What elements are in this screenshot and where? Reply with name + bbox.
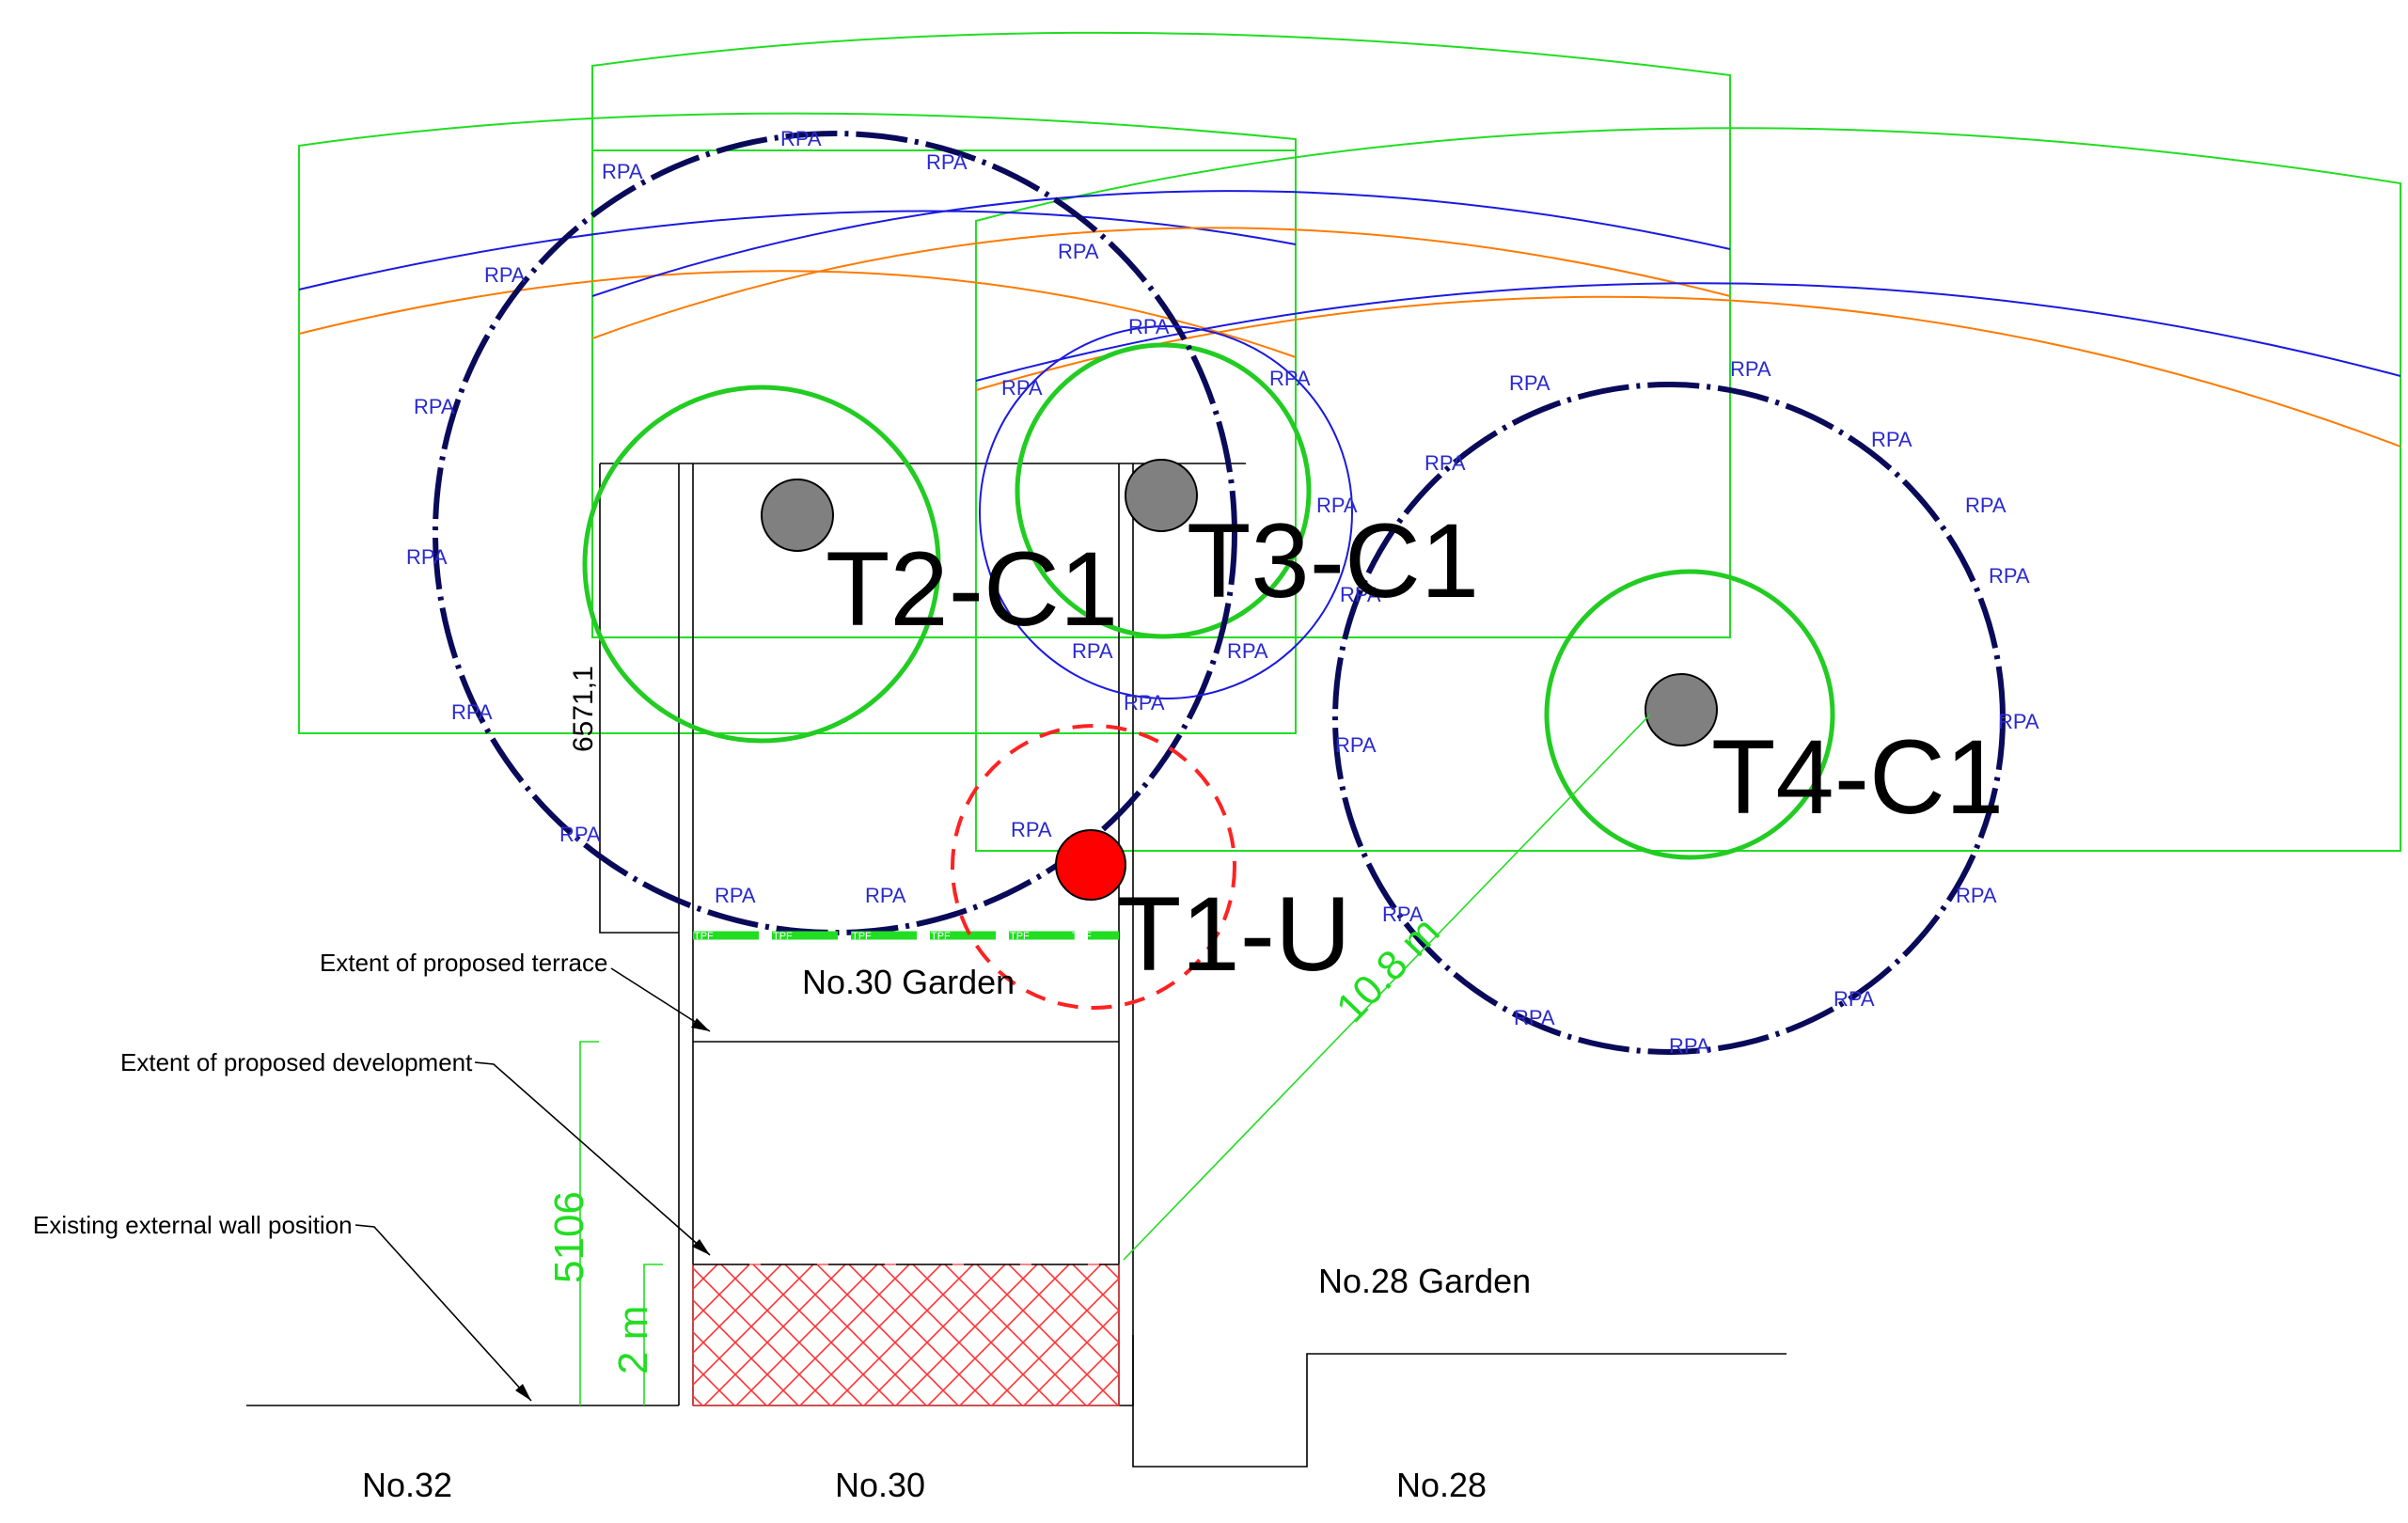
rpa-label: RPA [1424, 451, 1466, 475]
crown-t1 [951, 724, 1236, 1010]
dimension-6571: 6571,1 [568, 666, 599, 752]
rpa-label: RPA [451, 700, 493, 724]
tree-t4-trunk [1645, 673, 1718, 746]
rpa-label: RPA [1834, 987, 1875, 1011]
tree-label-t1: T1-U [1117, 875, 1351, 993]
shade-arc-blue-t3 [591, 190, 1731, 297]
rpa-label: RPA [1965, 494, 2007, 517]
rpa-label: RPA [715, 884, 756, 907]
rpa-label: RPA [1669, 1034, 1710, 1058]
boundary-lines [246, 463, 1786, 1468]
property-label-no28: No.28 [1396, 1466, 1487, 1504]
rpa-label: RPA [1269, 367, 1311, 390]
proposed-development-area [692, 1264, 1120, 1406]
crown-spreads [582, 342, 1835, 860]
rpa-label: RPA [1989, 564, 2030, 588]
rpa-label: RPA [484, 263, 526, 287]
crown-t3 [1015, 342, 1312, 639]
tree-t1-trunk [1055, 829, 1126, 901]
vertical-dimensions [579, 1041, 663, 1405]
shade-arc-blue-t2 [298, 210, 1297, 290]
no28-boundary [1132, 1335, 1786, 1468]
rpa-label: RPA [1956, 884, 1997, 907]
rpa-circles [433, 131, 2006, 1055]
rpa-label: RPA [1072, 639, 1113, 663]
shade-arc-orange-t4 [975, 295, 2401, 447]
rpa-label: RPA [406, 545, 448, 569]
crown-t4 [1544, 569, 1835, 860]
annotation-wall: Existing external wall position [33, 1211, 353, 1239]
rpa-label: RPA [780, 127, 822, 150]
tpf-label: TPF [852, 931, 872, 942]
rpa-label: RPA [1335, 733, 1377, 757]
rpa-label: RPA [1058, 240, 1099, 263]
tree-label-t3: T3-C1 [1187, 502, 1479, 620]
garden-label-no28: No.28 Garden [1318, 1262, 1531, 1300]
shade-outline-t2 [298, 112, 1297, 734]
rpa-label: RPA [559, 823, 601, 846]
rpa-label: RPA [1998, 710, 2039, 733]
annotation-arrowheads [515, 1018, 710, 1401]
shade-arc-blue-t4 [975, 282, 2401, 382]
dimension-2m: 2 m [610, 1306, 656, 1374]
boundary-left-outer [599, 463, 679, 934]
rpa-labels: RPA RPA RPA RPA RPA RPA RPA RPA RPA RPA … [406, 127, 2039, 1058]
rpa-label: RPA [1509, 371, 1550, 395]
rpa-label: RPA [1340, 583, 1381, 606]
rpa-t4 [1332, 382, 2006, 1055]
annotation-terrace: Extent of proposed terrace [320, 949, 607, 977]
property-label-no30: No.30 [835, 1466, 925, 1504]
tree-t3-trunk [1125, 459, 1198, 532]
tree-label-t2: T2-C1 [826, 530, 1118, 648]
garden-label-no30: No.30 Garden [802, 963, 1015, 1001]
rpa-label: RPA [1001, 376, 1043, 400]
rpa-label: RPA [1011, 818, 1052, 841]
rpa-t3 [979, 325, 1353, 699]
leader-development [474, 1061, 711, 1256]
leader-terrace [610, 967, 711, 1032]
rpa-t2 [433, 131, 1237, 935]
tpf-label: TPF [773, 931, 793, 942]
rpa-label: RPA [1124, 691, 1165, 714]
rpa-label: RPA [865, 884, 906, 907]
tpf-label: TPF [1010, 931, 1030, 942]
tpf-label: TPF [931, 931, 951, 942]
rpa-label: RPA [602, 160, 643, 183]
dimension-line-10-8m [1123, 714, 1651, 1261]
shade-arcs [298, 190, 2401, 447]
crown-t2 [582, 385, 941, 744]
shade-outline-t3 [591, 31, 1731, 638]
tree-label-t4: T4-C1 [1711, 718, 2004, 836]
shade-pattern-outlines [298, 31, 2401, 852]
rpa-label: RPA [1227, 639, 1268, 663]
tree-protection-fence: TPF TPF TPF TPF TPF TPF [693, 931, 1119, 942]
rpa-label: RPA [1514, 1006, 1555, 1029]
tpf-label: TPF [694, 931, 714, 942]
rpa-label: RPA [414, 395, 455, 418]
leader-wall [354, 1224, 532, 1402]
property-label-no32: No.32 [362, 1466, 452, 1504]
rpa-label: RPA [1730, 357, 1771, 381]
rpa-label: RPA [1316, 494, 1358, 517]
annotation-leaders [354, 967, 711, 1402]
rpa-label: RPA [1871, 428, 1912, 451]
dimension-5106: 5106 [546, 1191, 592, 1283]
rpa-label: RPA [926, 150, 968, 174]
rpa-label: RPA [1128, 315, 1170, 338]
tpf-label: TPF [1072, 931, 1092, 942]
rpa-label: RPA [1382, 903, 1424, 926]
shade-arc-orange-t3 [591, 227, 1731, 339]
shade-outline-t4 [975, 127, 2401, 852]
annotation-development: Extent of proposed development [120, 1048, 473, 1076]
tree-t2-trunk [761, 479, 834, 552]
